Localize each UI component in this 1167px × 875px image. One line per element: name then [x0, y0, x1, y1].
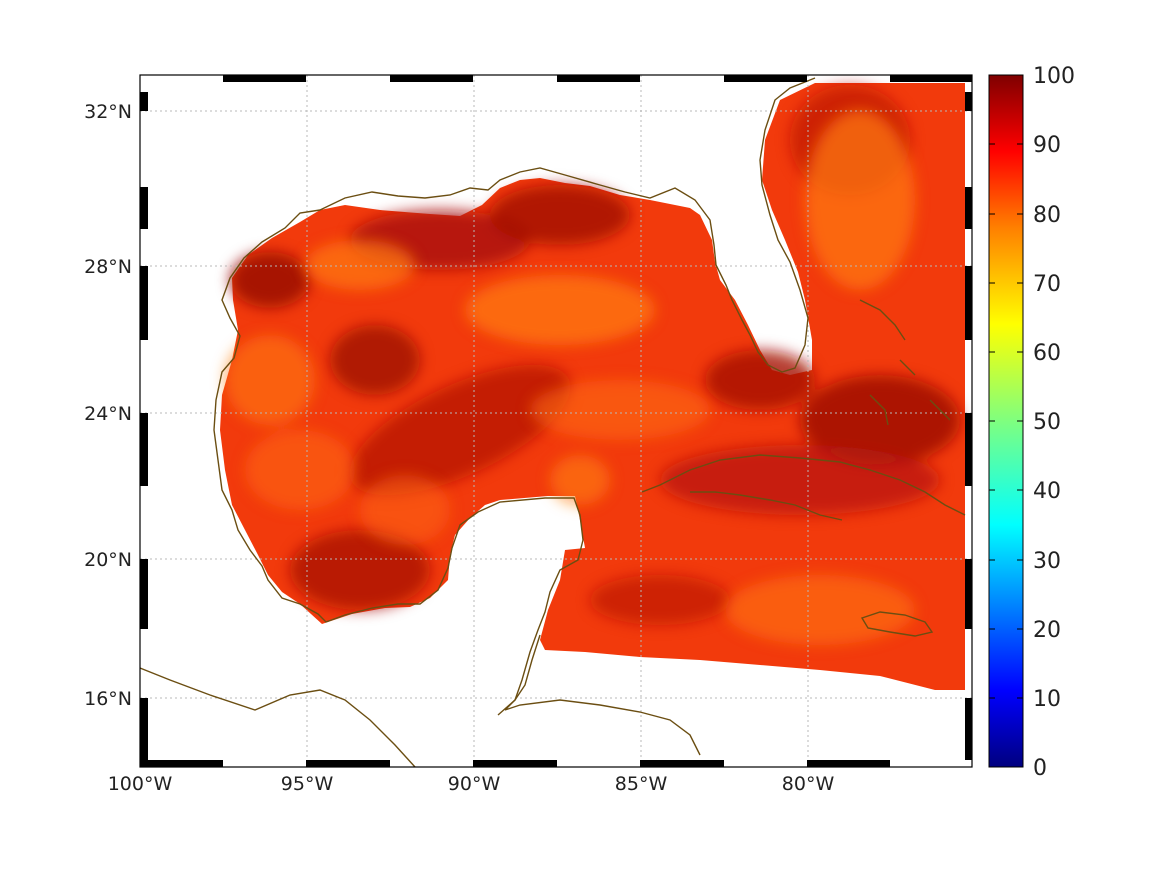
lon-tick-label: 90°W — [448, 773, 501, 795]
colorbar-label: 90 — [1033, 133, 1061, 158]
central-america-coast — [140, 667, 416, 767]
colorbar-label: 40 — [1033, 479, 1061, 504]
lat-tick-label: 24°N — [84, 403, 132, 425]
lat-tick-label: 20°N — [84, 549, 132, 571]
colorbar-label: 50 — [1033, 410, 1061, 435]
coastlines — [140, 77, 966, 767]
lat-tick-label: 28°N — [84, 256, 132, 278]
colorbar-label: 10 — [1033, 687, 1061, 712]
gulf-coast-north — [319, 77, 816, 373]
colorbar-label: 20 — [1033, 618, 1061, 643]
colorbar-label: 100 — [1033, 64, 1075, 89]
jamaica-outline — [860, 611, 934, 637]
map-frame — [139, 74, 973, 768]
data-field — [220, 83, 965, 690]
lon-tick-labels: 100°W 95°W 90°W 85°W 80°W — [108, 773, 835, 795]
colorbar: 100 90 80 70 60 50 40 30 20 10 0 — [988, 64, 1075, 781]
yucatan-coast — [497, 634, 541, 716]
cuba-outline — [641, 454, 966, 521]
grid-lines — [140, 75, 972, 767]
lat-tick-label: 32°N — [84, 101, 132, 123]
colorbar-label: 0 — [1033, 756, 1047, 781]
bahamas-outline — [859, 299, 951, 426]
lat-tick-label: 16°N — [84, 688, 132, 710]
lon-tick-label: 100°W — [108, 773, 173, 795]
colorbar-label: 60 — [1033, 341, 1061, 366]
lon-tick-label: 80°W — [782, 773, 835, 795]
lon-tick-label: 95°W — [281, 773, 334, 795]
colorbar-label: 70 — [1033, 272, 1061, 297]
lat-tick-labels: 32°N 28°N 24°N 20°N 16°N — [84, 101, 132, 710]
colorbar-label: 30 — [1033, 549, 1061, 574]
lon-tick-label: 85°W — [615, 773, 668, 795]
colorbar-label: 80 — [1033, 203, 1061, 228]
gulf-coast-west — [213, 209, 701, 756]
